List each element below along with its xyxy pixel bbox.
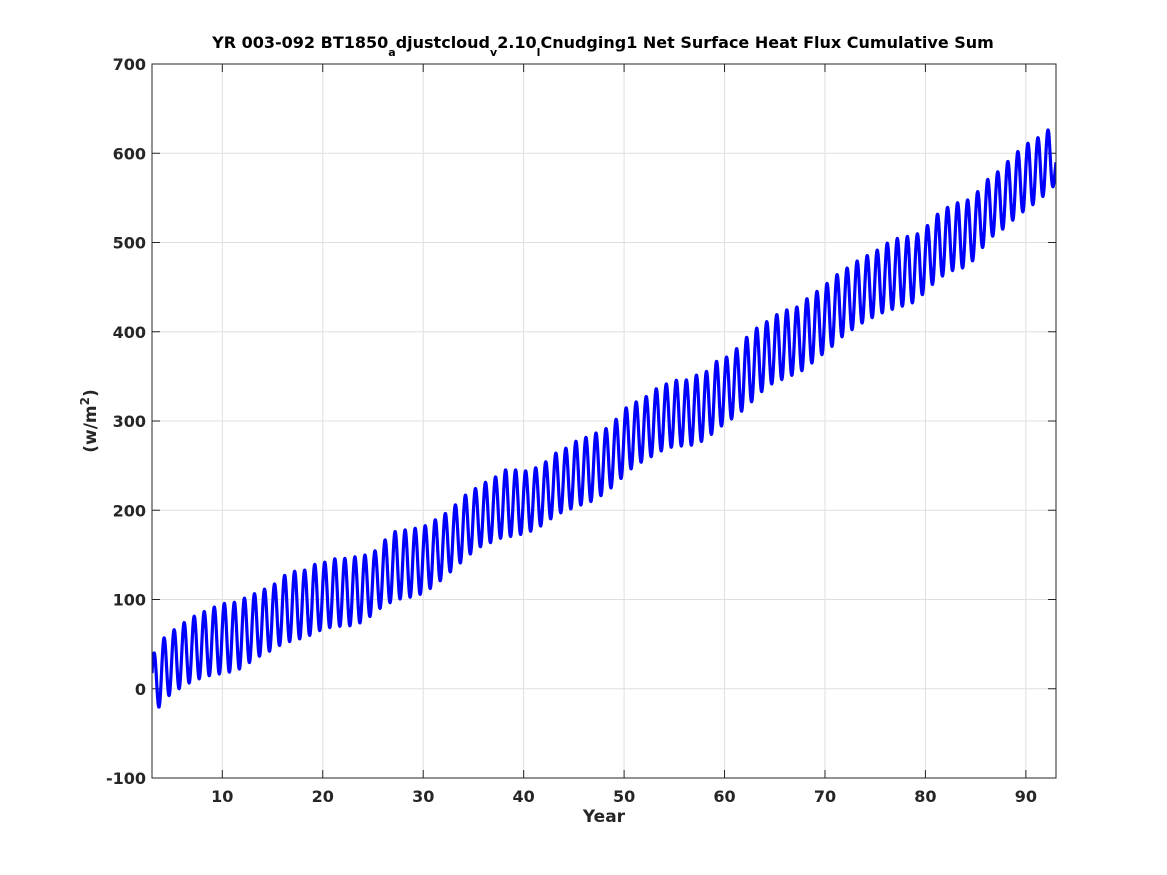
y-tick-label: 600 <box>113 144 146 163</box>
y-axis-label-close: ) <box>81 389 101 397</box>
grid-lines <box>152 64 1056 778</box>
series-group <box>152 128 1056 709</box>
x-tick-label: 70 <box>814 787 836 806</box>
chart-title: YR 003-092 BT1850adjustcloudv2.10lCnudgi… <box>211 33 994 59</box>
series-line <box>152 128 1056 709</box>
y-tick-label: 200 <box>113 501 146 520</box>
x-tick-label: 60 <box>713 787 735 806</box>
y-axis-label: (w/m2) <box>78 389 101 453</box>
title-part-2: djustcloud <box>396 33 490 52</box>
y-tick-label: 500 <box>113 234 146 253</box>
title-subscript-1: a <box>388 46 395 59</box>
y-tick-label: 0 <box>135 680 146 699</box>
x-tick-label: 20 <box>312 787 334 806</box>
x-tick-label: 50 <box>613 787 635 806</box>
y-tick-label: 100 <box>113 591 146 610</box>
x-tick-label: 90 <box>1015 787 1037 806</box>
x-tick-label: 40 <box>513 787 535 806</box>
y-tick-label: -100 <box>106 769 146 788</box>
plot-frame <box>151 63 1057 779</box>
y-tick-label: 400 <box>113 323 146 342</box>
title-subscript-3: l <box>537 46 541 59</box>
y-tick-labels: -100 0 100 200 300 400 500 600 700 <box>106 55 146 788</box>
x-axis-label: Year <box>582 807 626 827</box>
x-tick-labels: 10 20 30 40 50 60 70 80 90 <box>211 787 1037 806</box>
x-tick-label: 80 <box>914 787 936 806</box>
y-axis-label-superscript: 2 <box>78 397 92 405</box>
x-tick-label: 10 <box>211 787 233 806</box>
title-subscript-2: v <box>490 46 498 59</box>
y-axis-label-text: (w/m <box>81 405 101 452</box>
title-part-3: 2.10 <box>497 33 536 52</box>
y-tick-label: 300 <box>113 412 146 431</box>
x-tick-label: 30 <box>412 787 434 806</box>
title-suffix: Cnudging1 Net Surface Heat Flux Cumulati… <box>540 33 993 52</box>
title-prefix: YR 003-092 BT1850 <box>211 33 388 52</box>
y-tick-label: 700 <box>113 55 146 74</box>
